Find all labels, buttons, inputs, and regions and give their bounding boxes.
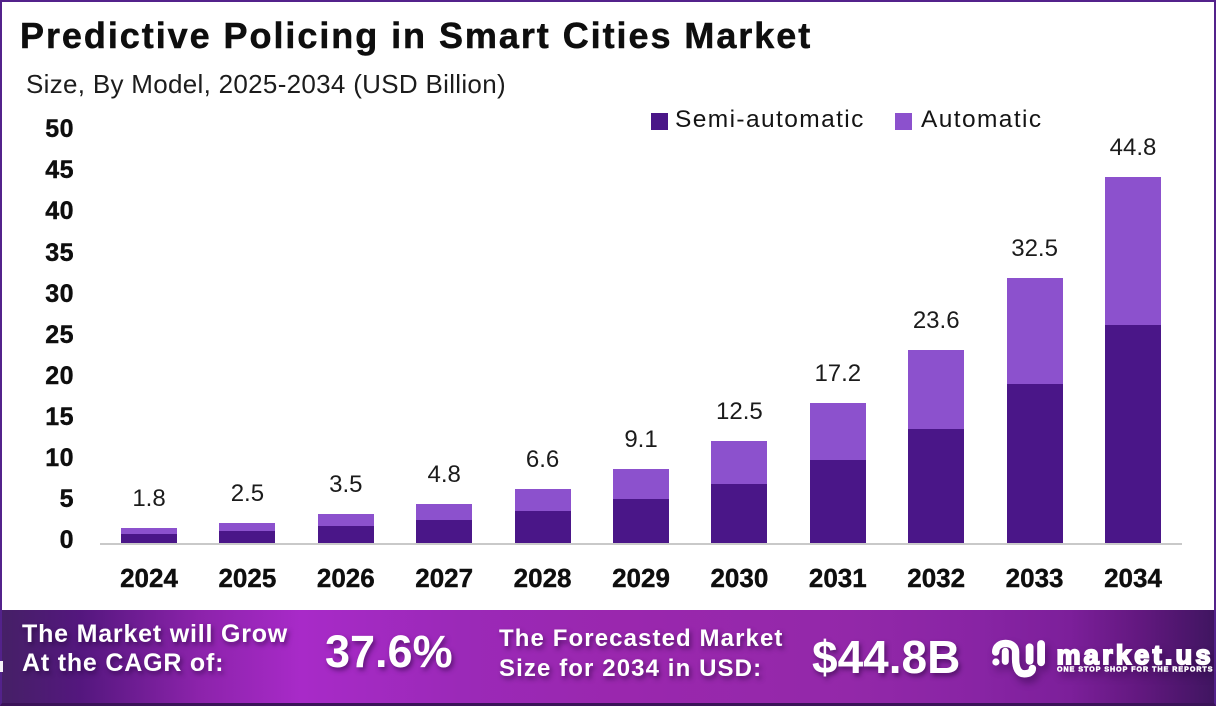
svg-text:ONE STOP SHOP FOR THE REPORTS: ONE STOP SHOP FOR THE REPORTS xyxy=(1057,667,1213,674)
svg-text:market.us: market.us xyxy=(1057,640,1214,670)
